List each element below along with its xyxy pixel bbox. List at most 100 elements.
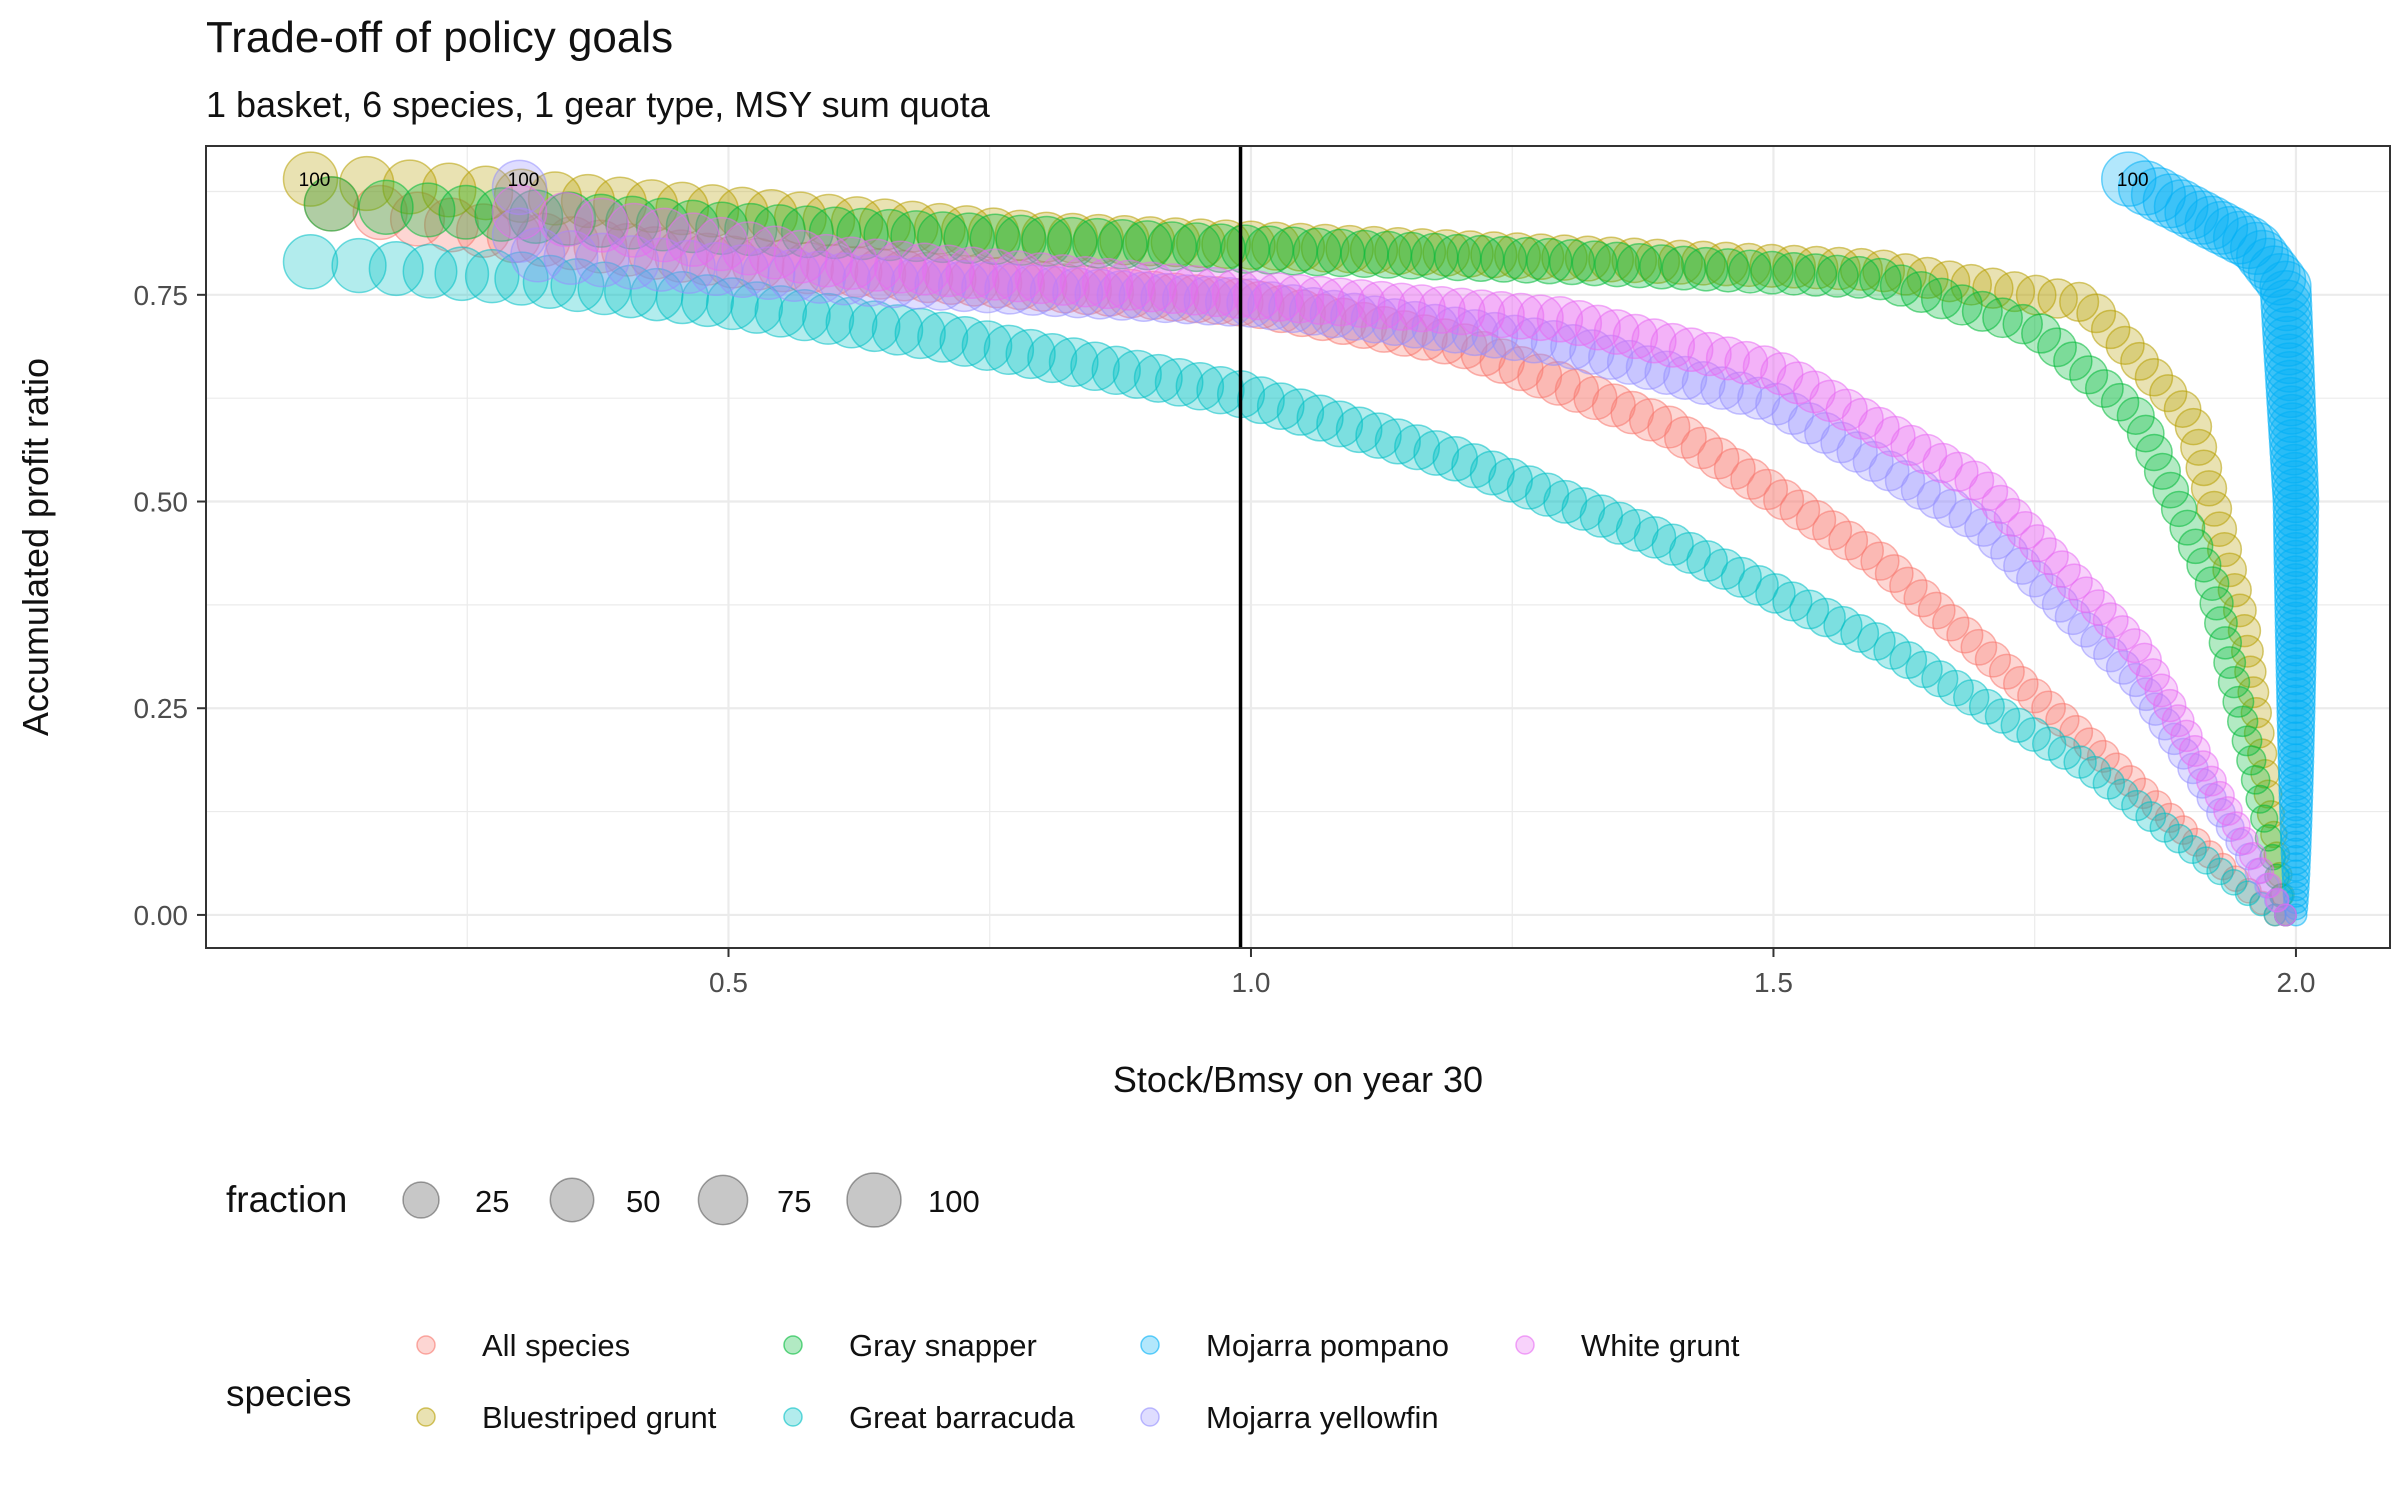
data-point [1236,376,1285,425]
data-point [1300,223,1350,273]
data-point [2237,676,2270,709]
data-point [799,233,854,288]
data-point [1593,309,1640,355]
data-point [1125,261,1177,313]
series-white-grunt [491,184,2298,927]
data-point [1377,282,1426,331]
color-legend-key [1515,1335,1535,1355]
data-point [1530,320,1577,366]
data-point [705,277,759,331]
data-point [421,162,477,218]
data-point [836,207,889,261]
data-point [849,238,903,292]
series-mojarra-pompano [2101,151,2320,927]
data-point [866,255,920,309]
plot-border [205,145,2391,949]
data-point [1663,416,1707,459]
data-point [983,324,1035,376]
data-point [890,210,943,263]
data-point [1125,216,1176,267]
data-point [2226,705,2259,738]
x-tick-label: 2.0 [2276,967,2315,998]
data-point [2220,868,2248,896]
data-point [1081,257,1134,310]
data-point [2021,313,2062,354]
data-point [2206,857,2234,886]
data-point [2213,646,2247,680]
data-point [943,212,996,265]
data-point [2120,341,2160,381]
data-point [1394,424,1441,471]
data-point [2190,470,2228,507]
data-point [2281,866,2311,895]
data-point [1633,516,1677,559]
data-point [2217,665,2251,699]
data-point [574,232,630,288]
data-point [2134,358,2174,397]
color-legend-label: Mojarra yellowfin [1206,1400,1439,1435]
data-point [2278,765,2314,801]
size-legend-label: 75 [777,1184,811,1219]
data-point [1611,237,1658,284]
data-point [961,320,1013,371]
color-legend-key [783,1335,803,1355]
color-legend-key [1140,1335,1160,1355]
data-point [2135,433,2173,472]
data-point [1697,437,1740,480]
data-point [1196,366,1245,415]
x-axis-title: Stock/Bmsy on year 30 [1113,1059,1483,1100]
data-point [1335,406,1383,454]
data-point [2149,374,2188,413]
y-axis: 0.00 0.25 0.50 0.75 [134,280,206,931]
data-point [1437,287,1486,336]
data-point [2090,309,2131,350]
size-legend-key [402,1181,440,1219]
data-point [2169,509,2206,546]
data-point [1628,398,1673,442]
size-legend-title: fraction [226,1179,347,1220]
data-point [434,246,490,302]
data-point [1612,313,1659,360]
data-point [1070,341,1120,392]
data-point [2016,717,2052,752]
data-point [1154,357,1204,407]
data-point [661,239,716,294]
data-point [2002,303,2043,345]
data-point [1994,271,2036,313]
data-point [2135,658,2171,693]
data-point [1316,400,1364,448]
data-point [522,254,577,309]
data-point [1274,273,1325,324]
size-legend-label: 50 [626,1184,660,1219]
data-point [2185,449,2223,487]
data-point [1541,234,1588,281]
data-point [968,248,1022,301]
x-tick-label: 0.5 [709,967,748,998]
data-point [636,207,692,263]
data-point [2265,887,2290,913]
data-point [848,300,901,353]
data-point [494,251,549,306]
data-point [1059,255,1112,308]
data-point [1681,361,1726,405]
data-point [2073,727,2107,761]
data-point [1477,291,1525,339]
data-point [2196,765,2227,797]
data-point [898,242,951,296]
data-point [2236,745,2267,776]
data-point [991,250,1044,303]
data-point [1968,471,2009,512]
size-legend-key [846,1172,902,1228]
data-point [1150,217,1201,268]
data-point [2126,414,2165,453]
data-point [382,159,438,215]
data-point [1494,232,1541,280]
data-point [1550,323,1596,370]
data-point [1650,322,1696,368]
size-legend-label: 100 [928,1184,980,1219]
data-point [945,246,999,299]
data-point [2186,547,2222,583]
data-point [464,248,520,304]
color-legend-label: Mojarra pompano [1206,1328,1449,1363]
data-point [2221,811,2251,841]
